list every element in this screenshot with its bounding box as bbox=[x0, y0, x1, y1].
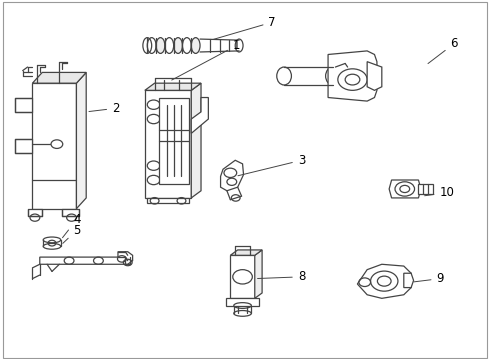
Text: 3: 3 bbox=[238, 154, 305, 176]
Polygon shape bbox=[191, 98, 208, 134]
Polygon shape bbox=[76, 72, 86, 209]
Polygon shape bbox=[230, 255, 255, 298]
Ellipse shape bbox=[191, 38, 200, 53]
Polygon shape bbox=[27, 209, 42, 216]
Polygon shape bbox=[145, 90, 191, 198]
Polygon shape bbox=[15, 98, 32, 112]
Polygon shape bbox=[159, 98, 189, 184]
Ellipse shape bbox=[156, 38, 165, 53]
Polygon shape bbox=[147, 198, 189, 203]
Text: 10: 10 bbox=[425, 186, 454, 199]
Text: 1: 1 bbox=[172, 39, 240, 80]
Polygon shape bbox=[220, 160, 244, 191]
Ellipse shape bbox=[173, 38, 182, 53]
Polygon shape bbox=[226, 298, 259, 306]
Text: 9: 9 bbox=[414, 272, 444, 285]
Ellipse shape bbox=[182, 38, 191, 53]
Polygon shape bbox=[40, 252, 133, 264]
Text: 5: 5 bbox=[63, 224, 80, 243]
Ellipse shape bbox=[147, 38, 156, 53]
Polygon shape bbox=[32, 72, 86, 83]
Text: 6: 6 bbox=[428, 37, 458, 64]
Polygon shape bbox=[404, 273, 414, 288]
Text: 4: 4 bbox=[63, 213, 80, 238]
Polygon shape bbox=[255, 250, 262, 298]
Polygon shape bbox=[328, 51, 377, 101]
Polygon shape bbox=[389, 180, 421, 198]
Polygon shape bbox=[418, 184, 433, 194]
Polygon shape bbox=[230, 250, 262, 255]
Polygon shape bbox=[367, 62, 382, 90]
Ellipse shape bbox=[165, 38, 173, 53]
Polygon shape bbox=[145, 83, 201, 90]
Polygon shape bbox=[15, 139, 32, 153]
Text: 8: 8 bbox=[258, 270, 305, 283]
Text: 7: 7 bbox=[214, 16, 276, 39]
Polygon shape bbox=[62, 209, 79, 216]
Polygon shape bbox=[32, 83, 76, 209]
Polygon shape bbox=[191, 83, 201, 198]
Polygon shape bbox=[357, 264, 411, 298]
Text: 2: 2 bbox=[89, 102, 120, 115]
